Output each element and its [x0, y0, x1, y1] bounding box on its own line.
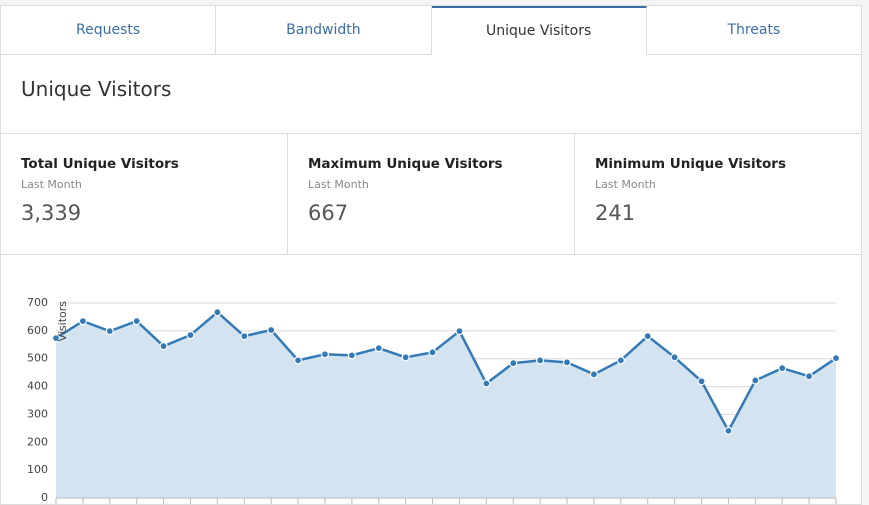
tab[interactable]: Bandwidth — [216, 6, 432, 54]
tab[interactable]: Unique Visitors — [431, 6, 647, 55]
section-title: Unique Visitors — [1, 55, 861, 134]
point — [240, 332, 249, 341]
point — [589, 370, 599, 379]
point — [267, 325, 276, 335]
y-tick-label: 0 — [41, 491, 48, 504]
stat-value: 241 — [595, 201, 636, 225]
point — [186, 330, 195, 340]
stat-value: 667 — [308, 201, 349, 225]
y-tick-label: 700 — [27, 296, 48, 309]
y-tick-label: 100 — [27, 463, 48, 476]
stat-value: 3,339 — [21, 201, 82, 225]
stat-period: Last Month — [308, 178, 369, 191]
point — [751, 376, 760, 385]
point — [401, 353, 410, 362]
stat-card: Minimum Unique Visitors Last Month 241 — [575, 134, 861, 254]
point — [51, 333, 61, 343]
point — [643, 332, 652, 341]
point — [778, 364, 787, 373]
point — [562, 358, 572, 367]
stat-period: Last Month — [595, 178, 656, 191]
point — [132, 317, 141, 326]
area — [56, 312, 836, 498]
point — [482, 379, 491, 388]
point — [428, 348, 437, 357]
line — [55, 310, 837, 434]
point — [320, 350, 330, 359]
tab[interactable]: Threats — [646, 6, 861, 54]
point — [536, 356, 545, 365]
y-axis-label: Visitors — [56, 301, 69, 342]
y-tick-label: 500 — [27, 352, 48, 365]
point — [347, 351, 356, 360]
point — [293, 356, 303, 365]
chart: 0 100 200 300 400 500 600 700 Visitors — [27, 296, 841, 504]
point — [213, 308, 222, 317]
stat-title: Maximum Unique Visitors — [308, 156, 503, 172]
point — [105, 327, 114, 336]
stats-row: Total Unique Visitors Last Month 3,339 Maxi… — [1, 134, 861, 255]
point — [724, 426, 733, 435]
y-tick-label: 400 — [27, 380, 48, 393]
point — [670, 353, 679, 362]
panel: Requests Bandwidth Unique Visitors Threats … — [0, 5, 862, 505]
point — [374, 344, 383, 353]
point — [159, 342, 168, 351]
point — [509, 359, 518, 368]
point — [616, 356, 625, 365]
stat-title: Minimum Unique Visitors — [595, 156, 786, 172]
stat-card: Maximum Unique Visitors Last Month 667 — [288, 134, 575, 254]
y-tick-label: 600 — [27, 324, 48, 337]
stat-title: Total Unique Visitors — [21, 156, 179, 172]
point — [78, 317, 87, 326]
point — [697, 377, 706, 386]
stat-period: Last Month — [21, 178, 82, 191]
y-tick-label: 200 — [27, 435, 48, 448]
point — [831, 354, 841, 363]
tab[interactable]: Requests — [1, 6, 217, 54]
tab-bar: Requests Bandwidth Unique Visitors Threats — [1, 6, 861, 55]
point — [805, 372, 814, 381]
stat-card: Total Unique Visitors Last Month 3,339 — [1, 134, 288, 254]
point — [455, 327, 464, 336]
y-tick-label: 300 — [27, 407, 48, 420]
